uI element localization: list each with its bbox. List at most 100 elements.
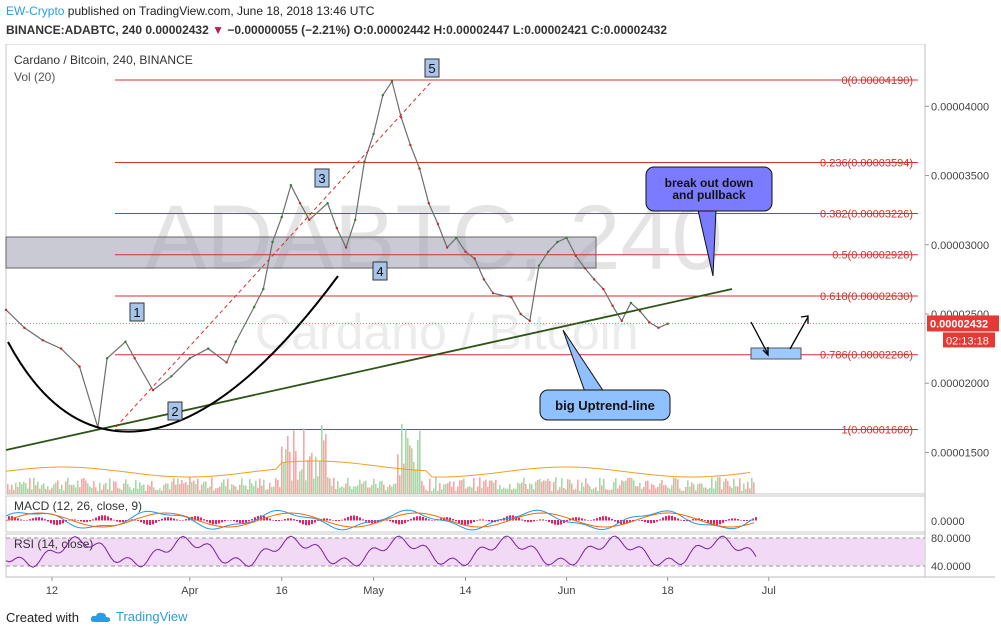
volume-bar [367, 487, 369, 494]
author-link[interactable]: EW-Crypto [6, 4, 65, 18]
macd-hist-bar [524, 520, 526, 522]
macd-hist-bar [674, 516, 676, 521]
volume-bar [655, 488, 657, 494]
volume-bar [221, 482, 223, 494]
volume-bar [287, 435, 289, 494]
cup-curve [7, 275, 339, 433]
volume-bar [37, 481, 39, 494]
macd-hist-bar [206, 520, 208, 522]
volume-bar [77, 480, 79, 494]
wave-label-text: 3 [318, 171, 325, 186]
volume-bar [403, 463, 405, 494]
volume-bar [495, 479, 497, 494]
macd-hist-bar [581, 518, 583, 521]
macd-hist-bar [323, 518, 325, 521]
price-point [510, 296, 513, 299]
volume-bar [67, 477, 69, 494]
volume-bar [339, 487, 341, 494]
macd-hist-bar [140, 520, 142, 523]
macd-hist-bar [497, 520, 499, 522]
volume-bar [217, 487, 219, 494]
callout-bottom-text: big Uptrend-line [555, 398, 655, 413]
x-tick-label: 16 [276, 585, 288, 597]
volume-bar [243, 485, 245, 494]
macd-hist-bar [557, 520, 559, 526]
macd-hist-bar [716, 520, 718, 526]
arrow-down-line [750, 321, 769, 355]
tradingview-brand: TradingView [116, 609, 188, 624]
volume-bar [445, 484, 447, 494]
volume-bar [587, 483, 589, 494]
volume-bar [569, 479, 571, 494]
macd-hist-bar [644, 520, 646, 523]
price-point [234, 340, 237, 343]
macd-hist-bar [422, 516, 424, 521]
volume-bar [227, 478, 229, 494]
volume-bar [475, 490, 477, 494]
volume-bar [549, 481, 551, 494]
macd-hist-bar [698, 518, 700, 521]
volume-bar [343, 487, 345, 494]
macd-hist-bar [44, 519, 46, 521]
volume-bar [519, 483, 521, 494]
macd-hist-bar [338, 520, 340, 522]
fib-level-label: 0(0.00004190) [841, 75, 913, 87]
volume-bar [193, 480, 195, 494]
macd-hist-bar [332, 520, 334, 521]
volume-bar [261, 485, 263, 494]
macd-hist-bar [713, 520, 715, 526]
volume-bar [85, 480, 87, 494]
price-point [280, 215, 283, 219]
macd-hist-bar [362, 519, 364, 521]
wave-label-text: 4 [376, 264, 383, 279]
macd-hist-bar [203, 519, 205, 521]
last-price: 0.00002432 [145, 23, 209, 37]
macd-hist-bar [62, 520, 64, 524]
price-point [491, 292, 495, 295]
volume-bar [13, 489, 15, 494]
volume-bar [681, 490, 683, 494]
volume-bar [649, 489, 651, 494]
volume-bar [707, 489, 709, 494]
macd-hist-bar [410, 518, 412, 521]
symbol-line: BINANCE:ADABTC, 240 0.00002432 ▼ −0.0000… [6, 23, 667, 37]
volume-bar [275, 478, 277, 494]
macd-hist-bar [347, 516, 349, 521]
macd-hist-bar [710, 520, 712, 525]
volume-bar [551, 490, 553, 494]
volume-bar [597, 490, 599, 494]
macd-hist-bar [389, 520, 391, 522]
volume-bar [145, 490, 147, 494]
volume-bar [425, 489, 427, 494]
volume-bar [97, 490, 99, 494]
tradingview-link[interactable]: TradingView [90, 609, 188, 624]
macd-hist-bar [584, 519, 586, 521]
volume-bar [137, 488, 139, 494]
volume-bar [349, 486, 351, 494]
volume-bar [423, 485, 425, 494]
macd-hist-bar [500, 519, 502, 521]
volume-bar [373, 478, 375, 494]
volume-bar [447, 483, 449, 494]
created-with-label: Created with [6, 610, 79, 625]
price-point [547, 250, 550, 253]
macd-hist-bar [155, 520, 157, 523]
volume-bar [325, 434, 327, 494]
macd-hist-bar [269, 518, 271, 521]
volume-bar [729, 486, 731, 494]
macd-hist-bar [491, 520, 493, 523]
volume-bar [483, 481, 485, 494]
macd-hist-bar [188, 517, 190, 521]
price-point [133, 357, 136, 360]
volume-bar [391, 486, 393, 494]
macd-hist-bar [239, 520, 241, 524]
volume-bar [315, 456, 317, 494]
macd-hist-bar [617, 520, 619, 524]
macd-hist-bar [464, 520, 466, 526]
volume-bar [607, 489, 609, 494]
macd-hist-bar [593, 519, 595, 521]
volume-bar [327, 477, 329, 494]
macd-hist-bar [185, 519, 187, 521]
